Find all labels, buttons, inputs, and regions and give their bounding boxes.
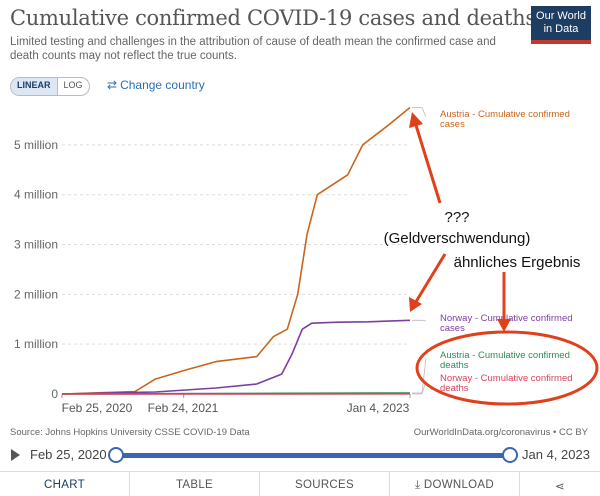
- download-icon: ⤓: [415, 479, 424, 491]
- x-axis-ticks: Feb 25, 2020 Feb 24, 2021 Jan 4, 2023: [62, 394, 410, 415]
- logo-line-2: in Data: [531, 23, 591, 36]
- line-chart: 0 1 million 2 million 3 million 4 million 5 m…: [0, 100, 600, 425]
- grid-lines: [62, 145, 410, 394]
- series-label-leader: [412, 320, 426, 321]
- share-button[interactable]: ⋖: [520, 472, 600, 496]
- y-tick-label: 0: [51, 387, 58, 401]
- log-scale-button[interactable]: LOG: [58, 78, 89, 95]
- x-tick-label: Feb 24, 2021: [148, 401, 219, 415]
- timeline-track[interactable]: [116, 453, 510, 458]
- timeline-start-date: Feb 25, 2020: [30, 447, 107, 462]
- tab-sources[interactable]: SOURCES: [260, 472, 390, 496]
- bottom-tab-bar: CHART TABLE SOURCES ⤓ DOWNLOAD ⋖: [0, 471, 600, 496]
- timeline-end-handle[interactable]: [502, 447, 518, 463]
- chart-title: Cumulative confirmed COVID-19 cases and …: [10, 6, 536, 30]
- scale-toggle[interactable]: LINEAR LOG: [10, 77, 90, 96]
- series-line-1: [62, 320, 410, 394]
- timeline-start-handle[interactable]: [108, 447, 124, 463]
- share-icon: ⋖: [555, 481, 565, 493]
- logo-line-1: Our World: [531, 10, 591, 23]
- series-line-0: [62, 108, 410, 395]
- tab-chart[interactable]: CHART: [0, 472, 130, 496]
- series-lines: [62, 108, 410, 395]
- series-label-line2: cases: [440, 323, 465, 334]
- annotation-geld: (Geldverschwendung): [384, 230, 531, 247]
- tab-table[interactable]: TABLE: [130, 472, 260, 496]
- series-label-line2: cases: [440, 119, 465, 130]
- y-tick-label: 1 million: [14, 337, 58, 351]
- arrow-to-austria-cases: [415, 122, 440, 203]
- play-icon[interactable]: [11, 449, 20, 461]
- y-tick-label: 5 million: [14, 138, 58, 152]
- source-note: Source: Johns Hopkins University CSSE CO…: [10, 427, 250, 438]
- tab-download[interactable]: ⤓ DOWNLOAD: [390, 472, 520, 496]
- arrow-to-norway-cases: [414, 254, 445, 305]
- tab-download-label: DOWNLOAD: [424, 479, 494, 491]
- linear-scale-button[interactable]: LINEAR: [11, 78, 58, 95]
- arrowhead-norway-cases: [409, 297, 422, 312]
- logo-accent-bar: [531, 40, 591, 44]
- change-country-label: Change country: [120, 78, 205, 92]
- timeline-end-date: Jan 4, 2023: [522, 447, 590, 462]
- y-tick-label: 4 million: [14, 188, 58, 202]
- x-tick-label: Feb 25, 2020: [62, 401, 133, 415]
- arrowhead-austria-cases: [409, 112, 423, 128]
- series-label-line2: deaths: [440, 360, 469, 371]
- annotation-aehnlich: ähnliches Ergebnis: [454, 254, 581, 271]
- y-tick-label: 2 million: [14, 287, 58, 301]
- owid-link[interactable]: OurWorldInData.org/coronavirus • CC BY: [414, 427, 588, 438]
- arrowhead-deaths: [497, 319, 511, 332]
- y-tick-label: 3 million: [14, 238, 58, 252]
- owid-logo[interactable]: Our World in Data: [531, 6, 591, 40]
- x-tick-label: Jan 4, 2023: [347, 401, 410, 415]
- annotation-question: ???: [444, 209, 469, 226]
- swap-arrows-icon: ⇄: [107, 78, 117, 92]
- chart-subtitle: Limited testing and challenges in the at…: [10, 35, 510, 63]
- y-axis-labels: 0 1 million 2 million 3 million 4 million 5 m…: [14, 138, 58, 401]
- change-country-button[interactable]: ⇄Change country: [107, 78, 205, 92]
